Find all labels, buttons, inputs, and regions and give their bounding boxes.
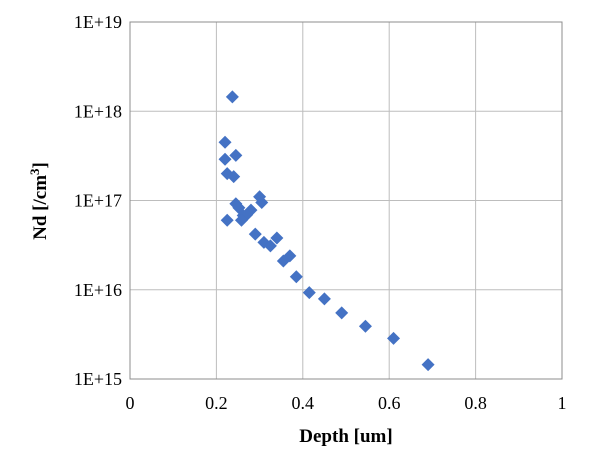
data-point-marker: [248, 227, 262, 241]
data-point-marker: [276, 254, 290, 268]
data-point-marker: [255, 195, 269, 209]
data-point-marker: [302, 286, 316, 300]
data-point-marker: [218, 152, 232, 166]
x-tick-label: 1: [558, 393, 567, 413]
x-tick-label: 0.8: [464, 393, 487, 413]
x-tick-label: 0.4: [292, 393, 315, 413]
y-axis-title-superscript: 3: [27, 168, 42, 175]
data-point-marker: [289, 270, 303, 284]
y-axis-title-suffix: ]: [30, 162, 51, 168]
data-point-marker: [358, 319, 372, 333]
plot-area-border: [129, 21, 563, 380]
x-axis-tick-labels: 0 0.2 0.4 0.6 0.8 1: [126, 393, 567, 413]
data-point-marker: [227, 170, 241, 184]
data-point-marker: [335, 306, 349, 320]
data-point-marker: [387, 331, 401, 345]
data-point-marker: [263, 239, 277, 253]
y-tick-label: 1E+16: [74, 280, 122, 300]
data-point-marker: [421, 358, 435, 372]
data-points: [218, 90, 435, 372]
data-point-marker: [225, 90, 239, 104]
x-axis-title: Depth [um]: [299, 426, 392, 447]
data-point-marker: [229, 148, 243, 162]
data-point-marker: [218, 135, 232, 149]
x-tick-label: 0.6: [378, 393, 401, 413]
y-tick-label: 1E+18: [74, 101, 122, 121]
data-point-marker: [234, 213, 248, 227]
y-tick-label: 1E+19: [74, 12, 122, 32]
y-axis-tick-labels: 1E+15 1E+16 1E+17 1E+18 1E+19: [74, 12, 122, 389]
y-tick-label: 1E+15: [74, 369, 122, 389]
y-axis-title-prefix: Nd [/cm: [30, 175, 51, 240]
data-point-marker: [220, 213, 234, 227]
y-tick-label: 1E+17: [74, 191, 122, 211]
x-tick-label: 0: [126, 393, 135, 413]
data-point-marker: [317, 292, 331, 306]
y-axis-title: Nd [/cm3]: [27, 162, 51, 240]
grid-lines: [130, 22, 562, 379]
x-tick-label: 0.2: [205, 393, 228, 413]
data-point-marker: [270, 231, 284, 245]
